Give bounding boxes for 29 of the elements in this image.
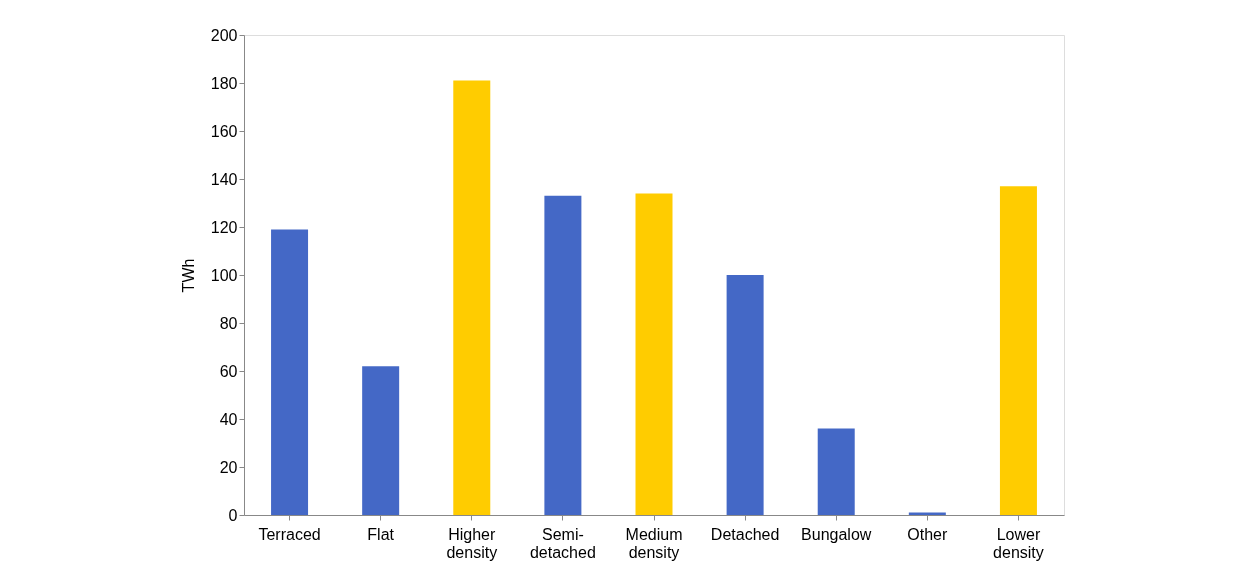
x-tick-label: Detached [710, 525, 780, 543]
bar [999, 186, 1037, 515]
bar [817, 428, 855, 515]
y-tick-label: 160 [210, 122, 238, 140]
y-tick-label: 0 [228, 506, 238, 524]
bar [362, 366, 400, 515]
bar [453, 80, 491, 515]
x-tick-label: Flat [367, 525, 395, 543]
x-tick-label: Other [907, 525, 949, 543]
x-tick-label: Lower density [993, 525, 1044, 561]
bar [635, 193, 673, 515]
x-tick-label: Higher density [446, 525, 498, 561]
x-tick-label: Bungalow [801, 525, 872, 543]
y-tick-label: 140 [210, 170, 238, 188]
y-tick-label: 60 [219, 362, 238, 380]
y-tick-label: 180 [210, 74, 238, 92]
y-tick-label: 20 [219, 458, 238, 476]
x-tick-label: Semi-detached [529, 525, 596, 561]
y-tick-label: 120 [210, 218, 238, 236]
y-tick-label: 40 [219, 410, 238, 428]
x-tick-label: Terraced [258, 525, 321, 543]
bar [726, 275, 764, 515]
bar [271, 229, 309, 515]
x-tick-label: Medium density [625, 525, 683, 561]
y-tick-label: 100 [210, 266, 238, 284]
y-tick-label: 80 [219, 314, 238, 332]
y-axis-title: TWh [179, 258, 197, 293]
bar [544, 195, 582, 515]
y-tick-label: 200 [210, 26, 238, 44]
